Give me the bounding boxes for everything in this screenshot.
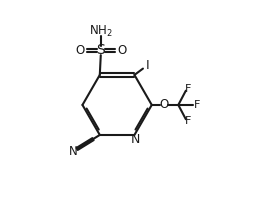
Text: S: S bbox=[96, 43, 105, 57]
Text: F: F bbox=[185, 116, 191, 126]
Text: O: O bbox=[75, 44, 84, 57]
Text: I: I bbox=[146, 59, 150, 72]
Text: NH$_2$: NH$_2$ bbox=[89, 24, 113, 39]
Text: N: N bbox=[131, 133, 140, 146]
Text: F: F bbox=[185, 84, 191, 94]
Text: F: F bbox=[194, 100, 200, 110]
Text: O: O bbox=[117, 44, 126, 57]
Text: O: O bbox=[159, 98, 169, 111]
Text: N: N bbox=[69, 145, 78, 158]
